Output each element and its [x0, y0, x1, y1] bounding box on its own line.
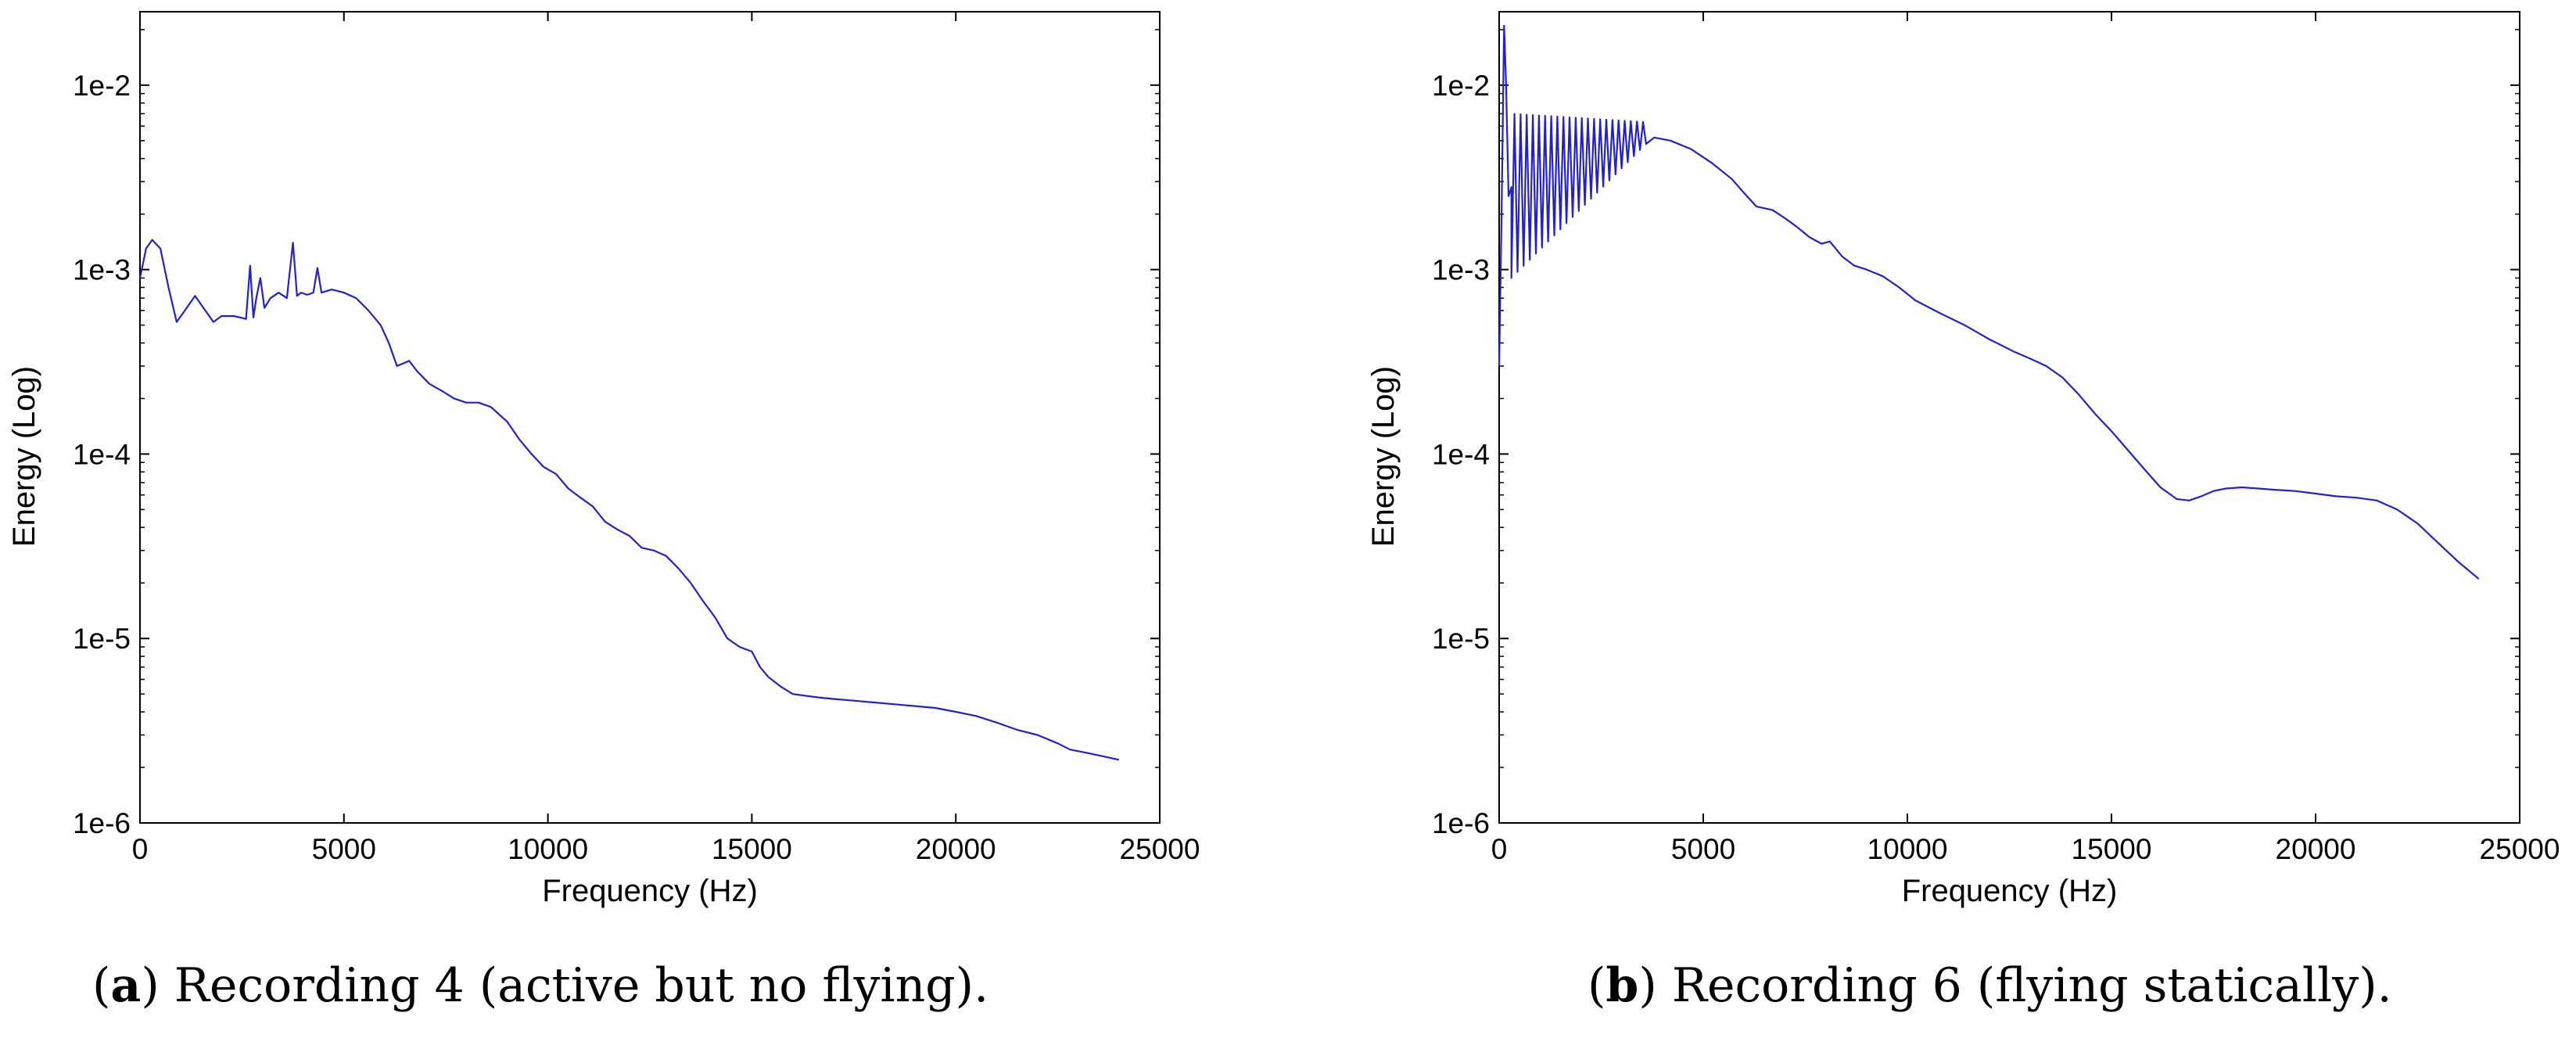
y-tick-label: 1e-6: [73, 807, 131, 839]
x-tick-label: 5000: [312, 833, 376, 865]
x-tick-labels: 0 5000 10000 15000 20000 25000: [1491, 833, 2560, 865]
x-tick-label: 15000: [2072, 833, 2152, 865]
caption-a: (a) Recording 4 (active but no flying).: [92, 958, 989, 1013]
x-tick-labels: 0 5000 10000 15000 20000 25000: [132, 833, 1200, 865]
caption-text: Recording 4 (active but no flying).: [159, 958, 989, 1013]
caption-b: (b) Recording 6 (flying statically).: [1588, 958, 2392, 1013]
chart-panel-a: 0 5000 10000 15000 20000 25000 1e-61e-51e-41e…: [7, 11, 1200, 908]
plot-area-frame: [139, 11, 1161, 824]
y-tick-label: 1e-5: [1432, 623, 1490, 655]
series-line-recording-4: [138, 239, 1120, 761]
y-axis-title: Energy (Log): [7, 366, 41, 547]
x-tick-label: 25000: [2480, 833, 2560, 865]
x-axis-title: Frequency (Hz): [542, 874, 758, 908]
y-axis-title: Energy (Log): [1366, 366, 1401, 547]
series-line-recording-6: [1498, 24, 2480, 580]
y-tick-label: 1e-2: [1432, 70, 1490, 102]
x-tick-label: 20000: [2276, 833, 2356, 865]
x-tick-label: 20000: [916, 833, 996, 865]
y-tick-labels: 1e-6 1e-5 1e-4 1e-3 1e-2: [73, 70, 131, 839]
x-tick-label: 15000: [712, 833, 792, 865]
y-tick-label: 1e-4: [73, 438, 131, 470]
y-tick-label: 1e-6: [1432, 807, 1490, 839]
x-tick-label: 0: [1491, 833, 1508, 865]
y-tick-label: 1e-5: [73, 623, 131, 655]
chart-panel-b: 0 5000 10000 15000 20000 25000 1e-61e-51e-41e…: [1366, 11, 2560, 908]
x-tick-label: 5000: [1671, 833, 1735, 865]
x-tick-label: 10000: [508, 833, 588, 865]
axis-ticks: [139, 12, 1161, 824]
plot-area-frame: [1498, 11, 2520, 824]
caption-letter: a: [110, 958, 142, 1013]
y-tick-label: 1e-3: [1432, 254, 1490, 286]
y-tick-label: 1e-4: [1432, 438, 1490, 470]
x-tick-label: 10000: [1867, 833, 1948, 865]
x-axis-title: Frequency (Hz): [1902, 874, 2118, 908]
caption-text: Recording 6 (flying statically).: [1656, 958, 2392, 1013]
x-tick-label: 25000: [1120, 833, 1200, 865]
axis-ticks: [1498, 12, 2520, 824]
x-tick-label: 0: [132, 833, 149, 865]
y-tick-label: 1e-3: [73, 254, 131, 286]
caption-letter: b: [1606, 958, 1639, 1013]
y-tick-label: 1e-2: [73, 70, 131, 102]
y-tick-labels: 1e-6 1e-5 1e-4 1e-3 1e-2: [1432, 70, 1490, 839]
